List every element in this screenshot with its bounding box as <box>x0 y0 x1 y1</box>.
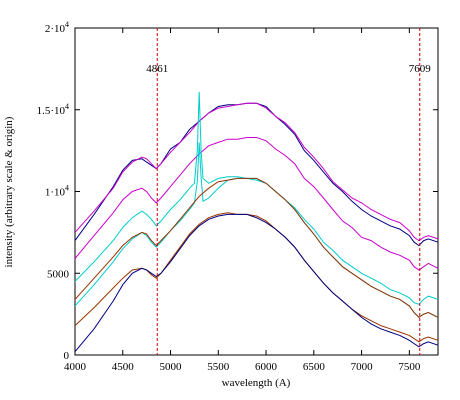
reference-label-4861: 4861 <box>146 63 168 75</box>
y-tick-label: 0 <box>64 350 70 362</box>
x-tick-label: 7000 <box>351 361 374 373</box>
y-tick-label: 2·104 <box>45 20 69 35</box>
x-tick-label: 7500 <box>398 361 421 373</box>
series-line-8 <box>74 213 439 353</box>
y-tick-label: 5000 <box>47 268 70 280</box>
x-tick-label: 5500 <box>207 361 230 373</box>
series-layer <box>74 91 439 353</box>
x-tick-label: 6000 <box>255 361 278 373</box>
x-tick-label: 5000 <box>160 361 183 373</box>
y-tick-label: 1·104 <box>45 184 69 199</box>
y-axis-label: intensity (arbitrary scale & origin) <box>3 116 15 267</box>
series-line-1 <box>74 102 439 247</box>
series-line-5 <box>74 142 439 319</box>
x-tick-label: 4500 <box>112 361 135 373</box>
plot-frame <box>74 27 439 356</box>
series-line-6 <box>74 177 439 319</box>
series-line-2 <box>74 102 439 242</box>
y-tick-label: 1.5·104 <box>37 102 69 117</box>
series-line-7 <box>74 212 439 343</box>
annotation-layer: 4861 7609 <box>146 28 431 355</box>
x-axis-label: wavelength (A) <box>222 377 291 389</box>
reference-label-7609: 7609 <box>409 63 432 75</box>
x-tick-label: 4000 <box>64 361 87 373</box>
tick-layer: 4000 4500 5000 5500 6000 6500 7000 7500 0 5000 1·1… <box>37 20 438 373</box>
x-tick-label: 6500 <box>303 361 326 373</box>
series-line-3 <box>74 137 439 271</box>
